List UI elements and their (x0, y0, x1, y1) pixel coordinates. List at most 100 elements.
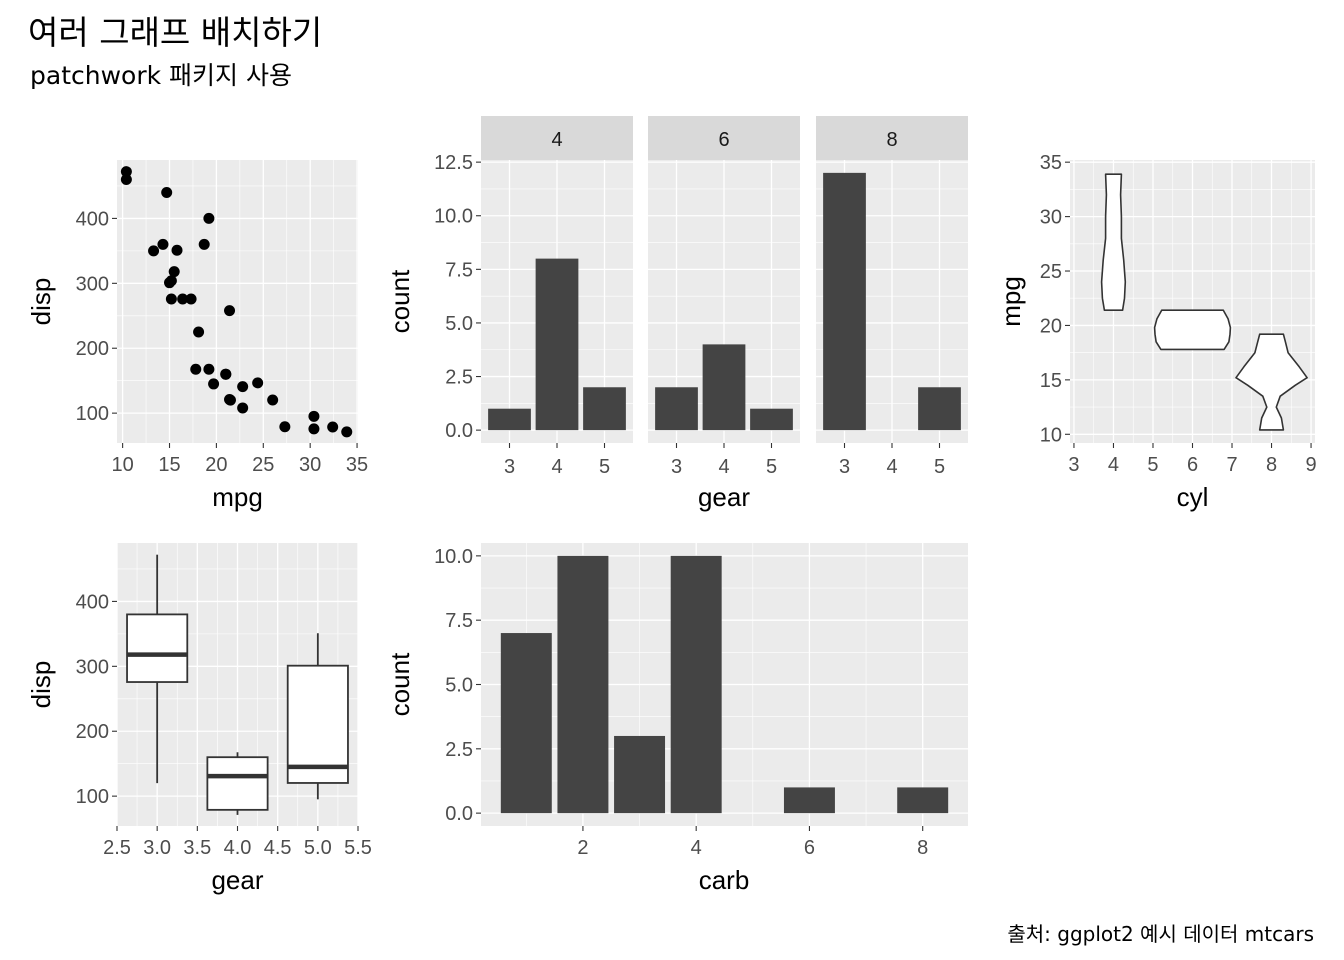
y-tick-label: 10.0 (434, 546, 473, 568)
x-tick-label: 25 (252, 454, 274, 476)
x-tick-label: 5.0 (304, 837, 332, 859)
y-tick-label: 0.0 (445, 803, 473, 825)
x-tick-label: 4 (551, 456, 562, 478)
scatter-point (203, 363, 215, 375)
facet-strip-label: 6 (718, 129, 729, 151)
facet-strip (648, 116, 800, 160)
box-body (286, 664, 349, 784)
bar (750, 408, 793, 431)
x-tick-label: 8 (1266, 454, 1277, 476)
scatter-point (168, 266, 180, 278)
y-tick-label: 2.5 (445, 367, 473, 389)
x-tick-label: 7 (1226, 454, 1237, 476)
scatter-point (164, 277, 176, 289)
bar (783, 787, 835, 814)
y-tick-label: 0.0 (445, 420, 473, 442)
y-axis-title: count (385, 269, 415, 333)
scatter-point (224, 394, 236, 406)
x-tick-label: 3.0 (143, 837, 171, 859)
x-tick-label: 30 (299, 454, 321, 476)
scatter-point (341, 426, 353, 438)
y-tick-label: 200 (76, 338, 109, 360)
scatter-point (220, 368, 232, 380)
scatter-point (224, 305, 236, 317)
x-tick-label: 6 (804, 837, 815, 859)
x-tick-label: 5 (766, 456, 777, 478)
y-tick-label: 400 (76, 208, 109, 230)
x-tick-label: 15 (158, 454, 180, 476)
y-tick-label: 35 (1040, 152, 1062, 174)
scatter-point (148, 245, 160, 257)
scatter-point (308, 410, 320, 422)
x-tick-label: 35 (346, 454, 368, 476)
y-tick-label: 15 (1040, 370, 1062, 392)
bar (702, 344, 746, 431)
facet-strip (481, 116, 633, 160)
x-tick-label: 8 (917, 837, 928, 859)
chart-title: 여러 그래프 배치하기 (28, 13, 323, 52)
bar (614, 735, 666, 814)
x-tick-label: 9 (1305, 454, 1316, 476)
x-tick-label: 3 (671, 456, 682, 478)
x-tick-label: 4 (1108, 454, 1119, 476)
scatter-point (165, 293, 177, 305)
scatter-point (190, 363, 202, 375)
scatter-point (252, 377, 264, 389)
x-tick-label: 2 (577, 837, 588, 859)
y-axis-title: disp (26, 278, 56, 326)
facet-strip-label: 4 (551, 129, 562, 151)
bar (655, 387, 698, 431)
x-axis-title: cyl (1177, 482, 1209, 512)
y-tick-label: 7.5 (445, 610, 473, 632)
bar (500, 633, 552, 814)
x-axis-title: gear (211, 865, 263, 895)
y-tick-label: 10 (1040, 424, 1062, 446)
box-body (126, 613, 189, 683)
x-tick-label: 3 (1068, 454, 1079, 476)
x-tick-label: 3 (839, 456, 850, 478)
x-axis-title: carb (699, 865, 750, 895)
scatter-point (279, 421, 291, 433)
scatter-point (208, 378, 220, 390)
x-tick-label: 4 (718, 456, 729, 478)
x-tick-label: 3.5 (183, 837, 211, 859)
y-tick-label: 20 (1040, 315, 1062, 337)
y-tick-label: 200 (76, 721, 109, 743)
y-axis-title: disp (26, 661, 56, 709)
y-tick-label: 7.5 (445, 259, 473, 281)
y-axis-title: count (385, 652, 415, 716)
scatter-point (237, 402, 249, 414)
scatter-point (161, 186, 173, 198)
scatter-point (327, 421, 339, 433)
scatter-point (193, 326, 205, 338)
x-tick-label: 20 (205, 454, 227, 476)
y-tick-label: 2.5 (445, 739, 473, 761)
y-tick-label: 300 (76, 273, 109, 295)
x-tick-label: 3 (504, 456, 515, 478)
y-tick-label: 25 (1040, 261, 1062, 283)
y-tick-label: 100 (76, 786, 109, 808)
scatter-panel (117, 160, 358, 443)
scatter-point (171, 244, 183, 256)
chart-subtitle: patchwork 패키지 사용 (30, 61, 292, 90)
x-tick-label: 5 (599, 456, 610, 478)
bar (535, 258, 579, 431)
scatter-point (157, 238, 169, 250)
scatter-point (120, 166, 132, 178)
x-axis-title: mpg (212, 482, 263, 512)
scatter-point (267, 394, 279, 406)
scatter-point (185, 293, 197, 305)
x-tick-label: 4.0 (224, 837, 252, 859)
y-tick-label: 30 (1040, 207, 1062, 229)
bar (897, 787, 949, 814)
x-tick-label: 5.5 (344, 837, 372, 859)
violin-shape (1235, 333, 1308, 431)
x-tick-label: 4 (886, 456, 897, 478)
y-axis-title: mpg (996, 276, 1026, 327)
y-tick-label: 12.5 (434, 152, 473, 174)
violin-shape (1100, 173, 1127, 311)
facet-strip-label: 8 (886, 129, 897, 151)
bar (823, 172, 866, 431)
x-tick-label: 5 (934, 456, 945, 478)
